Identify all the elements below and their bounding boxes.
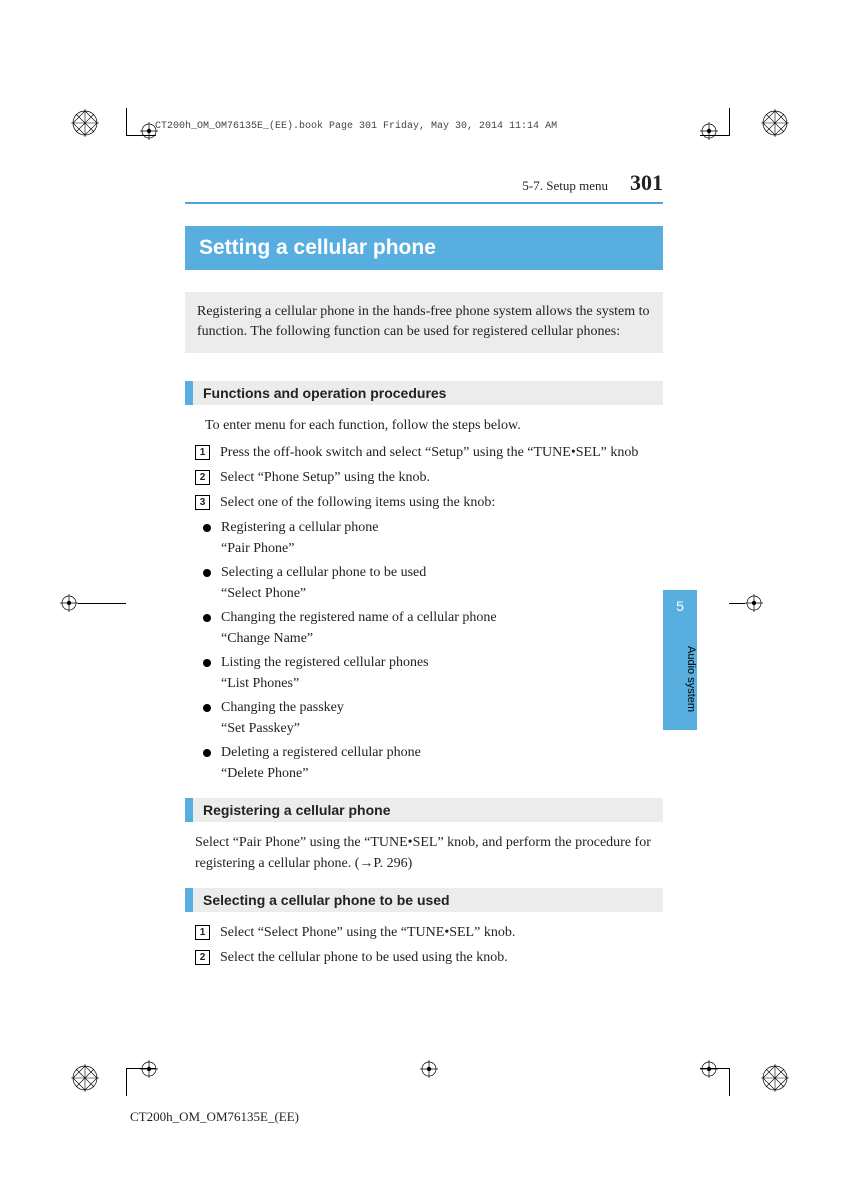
bullet-icon xyxy=(203,704,211,712)
bullet-line: “Select Phone” xyxy=(221,586,306,601)
bullet-icon xyxy=(203,524,211,532)
footer-doc-id: CT200h_OM_OM76135E_(EE) xyxy=(130,1109,299,1125)
bullet-text: Deleting a registered cellular phone “Del… xyxy=(221,742,421,784)
section-text: Select “Pair Phone” using the “TUNE•SEL”… xyxy=(195,832,663,874)
page-content: 5-7. Setup menu 301 Setting a cellular p… xyxy=(185,170,663,972)
step-row: 1 Select “Select Phone” using the “TUNE•… xyxy=(195,922,663,943)
bullet-line: Selecting a cellular phone to be used xyxy=(221,565,426,580)
bullet-line: Listing the registered cellular phones xyxy=(221,655,429,670)
bullet-line: Changing the passkey xyxy=(221,700,344,715)
step-number-box: 2 xyxy=(195,950,210,965)
crop-line xyxy=(126,108,127,136)
bullet-line: “Set Passkey” xyxy=(221,721,300,736)
bullet-icon xyxy=(203,569,211,577)
page-title: Setting a cellular phone xyxy=(185,226,663,270)
target-icon xyxy=(140,1060,158,1078)
step-row: 2 Select “Phone Setup” using the knob. xyxy=(195,467,663,488)
bullet-text: Listing the registered cellular phones “L… xyxy=(221,652,429,694)
bullet-line: “Pair Phone” xyxy=(221,541,294,556)
target-icon xyxy=(420,1060,438,1078)
target-icon xyxy=(700,122,718,140)
bullet-row: Listing the registered cellular phones “L… xyxy=(203,652,663,694)
chapter-tab-number: 5 xyxy=(663,590,697,614)
step-text: Select the cellular phone to be used usi… xyxy=(220,947,508,968)
step-number-box: 1 xyxy=(195,925,210,940)
step-number-box: 1 xyxy=(195,445,210,460)
bullet-row: Changing the passkey “Set Passkey” xyxy=(203,697,663,739)
bullet-text: Registering a cellular phone “Pair Phone” xyxy=(221,517,378,559)
registration-mark-icon xyxy=(70,108,100,138)
step-number-box: 3 xyxy=(195,495,210,510)
section-label: 5-7. Setup menu xyxy=(522,178,608,193)
target-icon xyxy=(745,594,763,612)
subheading-registering: Registering a cellular phone xyxy=(185,798,663,822)
registration-mark-icon xyxy=(70,1063,100,1093)
intro-box: Registering a cellular phone in the hand… xyxy=(185,292,663,353)
step-text: Select “Select Phone” using the “TUNE•SE… xyxy=(220,922,515,943)
bullet-line: Deleting a registered cellular phone xyxy=(221,745,421,760)
registration-mark-icon xyxy=(760,1063,790,1093)
bullet-text: Changing the passkey “Set Passkey” xyxy=(221,697,344,739)
target-icon xyxy=(60,594,78,612)
lead-text: To enter menu for each function, follow … xyxy=(205,415,663,436)
bullet-text: Changing the registered name of a cellul… xyxy=(221,607,497,649)
bullet-row: Changing the registered name of a cellul… xyxy=(203,607,663,649)
bullet-icon xyxy=(203,614,211,622)
step-number-box: 2 xyxy=(195,470,210,485)
chapter-tab: 5 Audio system xyxy=(663,590,697,730)
chapter-tab-label: Audio system xyxy=(663,646,697,712)
step-row: 1 Press the off-hook switch and select “… xyxy=(195,442,663,463)
bullet-line: Changing the registered name of a cellul… xyxy=(221,610,497,625)
registration-mark-icon xyxy=(760,108,790,138)
bullet-row: Registering a cellular phone “Pair Phone” xyxy=(203,517,663,559)
subheading-selecting: Selecting a cellular phone to be used xyxy=(185,888,663,912)
step-row: 2 Select the cellular phone to be used u… xyxy=(195,947,663,968)
crop-line xyxy=(729,603,745,604)
bullet-text: Selecting a cellular phone to be used “Se… xyxy=(221,562,426,604)
crop-line xyxy=(729,108,730,136)
crop-line xyxy=(78,603,126,604)
page-number: 301 xyxy=(630,170,663,195)
header-rule xyxy=(185,202,663,204)
subheading-functions: Functions and operation procedures xyxy=(185,381,663,405)
print-header-meta: CT200h_OM_OM76135E_(EE).book Page 301 Fr… xyxy=(155,121,557,132)
crop-line xyxy=(729,1068,730,1096)
page-header: 5-7. Setup menu 301 xyxy=(185,170,663,196)
crop-line xyxy=(126,1068,127,1096)
target-icon xyxy=(700,1060,718,1078)
bullet-icon xyxy=(203,659,211,667)
step-row: 3 Select one of the following items usin… xyxy=(195,492,663,513)
bullet-line: “Change Name” xyxy=(221,631,313,646)
step-text: Select one of the following items using … xyxy=(220,492,495,513)
bullet-row: Selecting a cellular phone to be used “Se… xyxy=(203,562,663,604)
bullet-icon xyxy=(203,749,211,757)
bullet-line: Registering a cellular phone xyxy=(221,520,378,535)
step-text: Press the off-hook switch and select “Se… xyxy=(220,442,638,463)
bullet-line: “Delete Phone” xyxy=(221,766,308,781)
bullet-row: Deleting a registered cellular phone “Del… xyxy=(203,742,663,784)
bullet-line: “List Phones” xyxy=(221,676,299,691)
step-text: Select “Phone Setup” using the knob. xyxy=(220,467,430,488)
